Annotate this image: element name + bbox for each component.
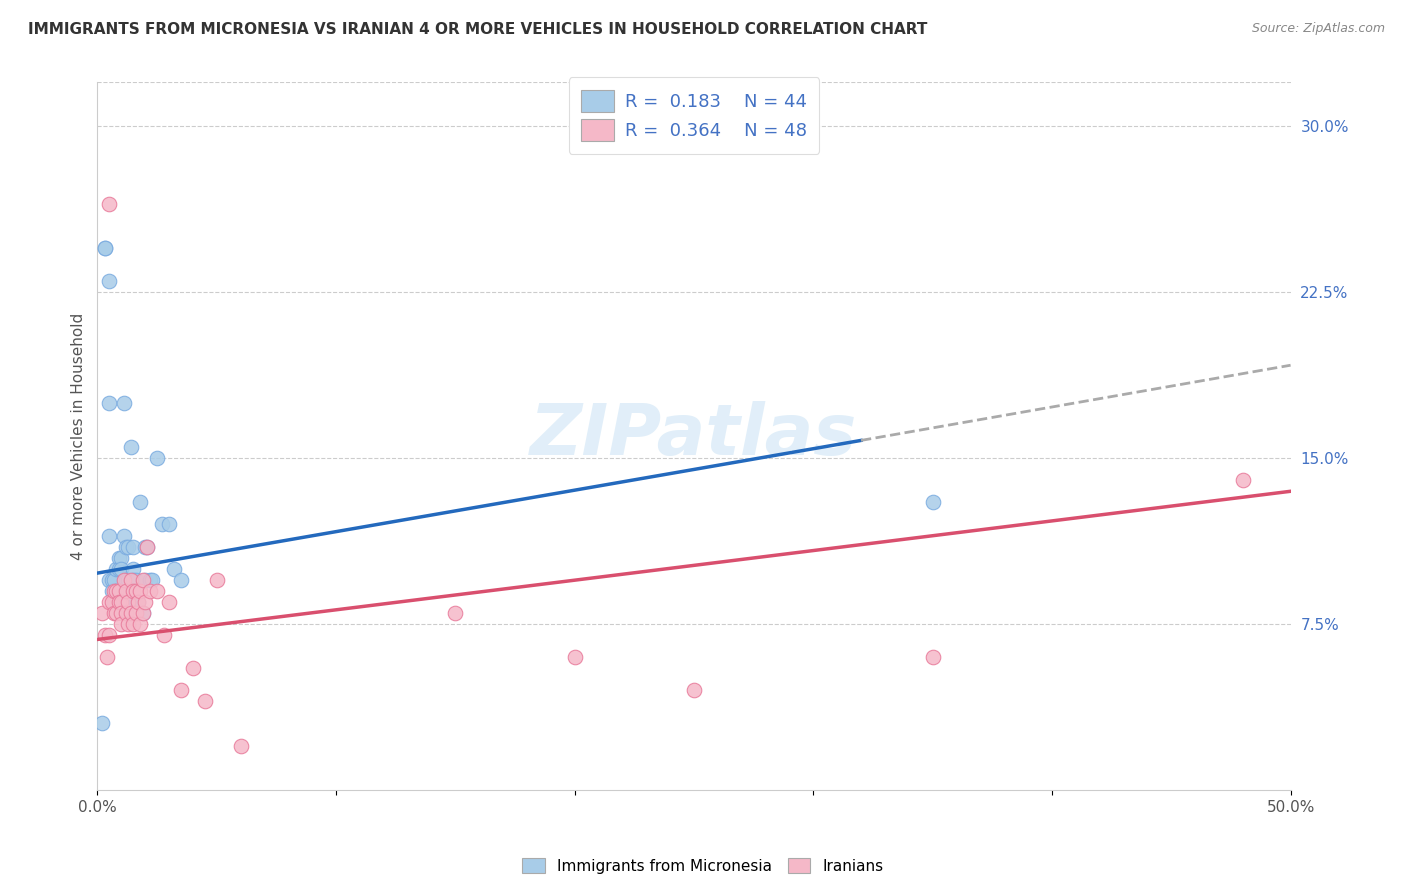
- Point: [134, 595, 156, 609]
- Point: [194, 694, 217, 708]
- Point: [444, 606, 467, 620]
- Point: [146, 583, 169, 598]
- Point: [129, 583, 152, 598]
- Point: [108, 595, 131, 609]
- Point: [120, 573, 142, 587]
- Point: [105, 606, 128, 620]
- Point: [127, 595, 149, 609]
- Point: [115, 606, 138, 620]
- Point: [134, 540, 156, 554]
- Point: [103, 573, 125, 587]
- Point: [921, 495, 943, 509]
- Point: [91, 606, 114, 620]
- Point: [105, 583, 128, 598]
- Point: [150, 517, 173, 532]
- Point: [141, 573, 163, 587]
- Point: [124, 583, 146, 598]
- Point: [136, 540, 159, 554]
- Point: [170, 573, 193, 587]
- Point: [93, 628, 115, 642]
- Point: [127, 595, 149, 609]
- Point: [110, 617, 132, 632]
- Point: [122, 562, 145, 576]
- Point: [108, 562, 131, 576]
- Point: [112, 396, 135, 410]
- Point: [98, 274, 121, 288]
- Point: [117, 617, 139, 632]
- Point: [683, 683, 706, 698]
- Text: ZIPatlas: ZIPatlas: [530, 401, 858, 470]
- Point: [103, 606, 125, 620]
- Point: [117, 573, 139, 587]
- Point: [100, 595, 122, 609]
- Point: [110, 595, 132, 609]
- Point: [93, 241, 115, 255]
- Point: [146, 451, 169, 466]
- Point: [115, 583, 138, 598]
- Point: [100, 573, 122, 587]
- Point: [91, 716, 114, 731]
- Point: [131, 606, 153, 620]
- Point: [103, 595, 125, 609]
- Point: [139, 573, 162, 587]
- Point: [122, 573, 145, 587]
- Point: [110, 562, 132, 576]
- Point: [136, 540, 159, 554]
- Point: [105, 562, 128, 576]
- Point: [98, 528, 121, 542]
- Point: [93, 241, 115, 255]
- Point: [115, 540, 138, 554]
- Point: [98, 628, 121, 642]
- Point: [108, 583, 131, 598]
- Point: [98, 196, 121, 211]
- Point: [157, 517, 180, 532]
- Point: [181, 661, 204, 675]
- Point: [134, 573, 156, 587]
- Point: [105, 583, 128, 598]
- Point: [124, 573, 146, 587]
- Point: [129, 495, 152, 509]
- Point: [98, 595, 121, 609]
- Point: [129, 617, 152, 632]
- Point: [120, 440, 142, 454]
- Point: [110, 583, 132, 598]
- Point: [120, 606, 142, 620]
- Point: [117, 595, 139, 609]
- Point: [205, 573, 228, 587]
- Point: [98, 573, 121, 587]
- Point: [112, 528, 135, 542]
- Point: [108, 550, 131, 565]
- Point: [122, 617, 145, 632]
- Point: [124, 606, 146, 620]
- Legend: R =  0.183    N = 44, R =  0.364    N = 48: R = 0.183 N = 44, R = 0.364 N = 48: [568, 77, 820, 153]
- Point: [98, 396, 121, 410]
- Point: [103, 583, 125, 598]
- Point: [131, 573, 153, 587]
- Legend: Immigrants from Micronesia, Iranians: Immigrants from Micronesia, Iranians: [516, 852, 890, 880]
- Y-axis label: 4 or more Vehicles in Household: 4 or more Vehicles in Household: [72, 312, 86, 559]
- Point: [100, 583, 122, 598]
- Point: [564, 650, 586, 665]
- Point: [122, 540, 145, 554]
- Point: [124, 595, 146, 609]
- Point: [157, 595, 180, 609]
- Point: [131, 606, 153, 620]
- Text: IMMIGRANTS FROM MICRONESIA VS IRANIAN 4 OR MORE VEHICLES IN HOUSEHOLD CORRELATIO: IMMIGRANTS FROM MICRONESIA VS IRANIAN 4 …: [28, 22, 928, 37]
- Point: [170, 683, 193, 698]
- Point: [153, 628, 176, 642]
- Point: [110, 550, 132, 565]
- Point: [139, 583, 162, 598]
- Point: [921, 650, 943, 665]
- Point: [229, 739, 252, 753]
- Point: [163, 562, 186, 576]
- Point: [1232, 473, 1254, 487]
- Point: [117, 540, 139, 554]
- Point: [115, 573, 138, 587]
- Point: [96, 650, 118, 665]
- Point: [112, 573, 135, 587]
- Point: [110, 606, 132, 620]
- Point: [122, 583, 145, 598]
- Text: Source: ZipAtlas.com: Source: ZipAtlas.com: [1251, 22, 1385, 36]
